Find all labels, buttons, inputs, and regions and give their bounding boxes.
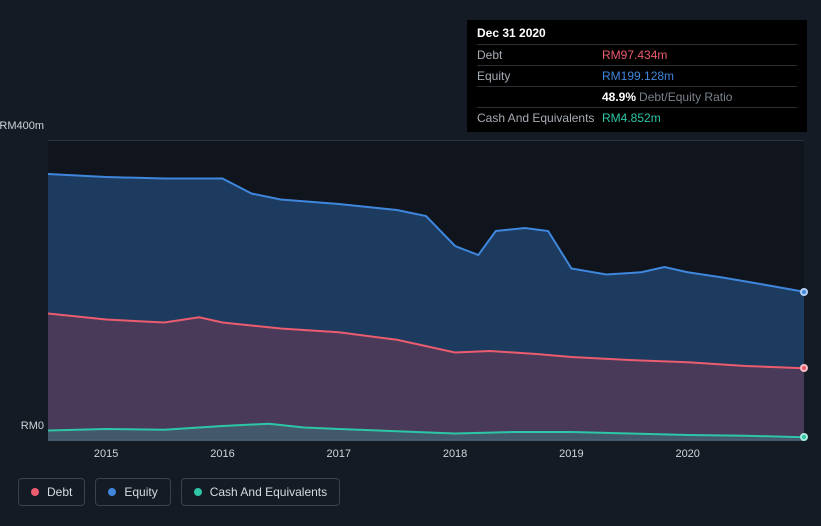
x-axis-tick: 2018 (443, 448, 467, 460)
x-axis-tick: 2015 (94, 448, 118, 460)
legend-item[interactable]: Equity (95, 478, 170, 506)
series-end-marker (800, 433, 808, 441)
chart-tooltip: Dec 31 2020 DebtRM97.434mEquityRM199.128… (467, 20, 807, 132)
legend-label: Debt (47, 485, 72, 499)
x-axis-tick: 2017 (327, 448, 351, 460)
legend: Debt Equity Cash And Equivalents (18, 478, 340, 506)
tooltip-row-label: Cash And Equivalents (477, 111, 602, 125)
tooltip-row: DebtRM97.434m (477, 44, 797, 65)
plot-area[interactable] (48, 140, 804, 440)
legend-dot-icon (31, 488, 39, 496)
tooltip-row: EquityRM199.128m (477, 65, 797, 86)
legend-dot-icon (194, 488, 202, 496)
x-axis-tick: 2016 (210, 448, 234, 460)
legend-label: Cash And Equivalents (210, 485, 327, 499)
x-axis-tick: 2019 (559, 448, 583, 460)
x-axis-tick: 2020 (675, 448, 699, 460)
tooltip-row: Cash And EquivalentsRM4.852m (477, 107, 797, 128)
tooltip-row-value: RM199.128m (602, 69, 674, 83)
tooltip-row-label: Debt (477, 48, 602, 62)
tooltip-ratio: 48.9%Debt/Equity Ratio (602, 90, 732, 104)
legend-item[interactable]: Cash And Equivalents (181, 478, 340, 506)
tooltip-date: Dec 31 2020 (477, 26, 797, 44)
series-end-marker (800, 364, 808, 372)
x-axis: 2015 2016 2017 2018 2019 2020 (48, 444, 804, 464)
tooltip-row-value: RM97.434m (602, 48, 667, 62)
legend-dot-icon (108, 488, 116, 496)
series-end-marker (800, 288, 808, 296)
tooltip-row-value: RM4.852m (602, 111, 661, 125)
tooltip-row: 48.9%Debt/Equity Ratio (477, 86, 797, 107)
legend-item[interactable]: Debt (18, 478, 85, 506)
tooltip-row-label (477, 90, 602, 104)
y-axis-label-max: RM400m (0, 120, 44, 132)
legend-label: Equity (124, 485, 157, 499)
y-axis-label-min: RM0 (0, 420, 44, 432)
tooltip-row-label: Equity (477, 69, 602, 83)
